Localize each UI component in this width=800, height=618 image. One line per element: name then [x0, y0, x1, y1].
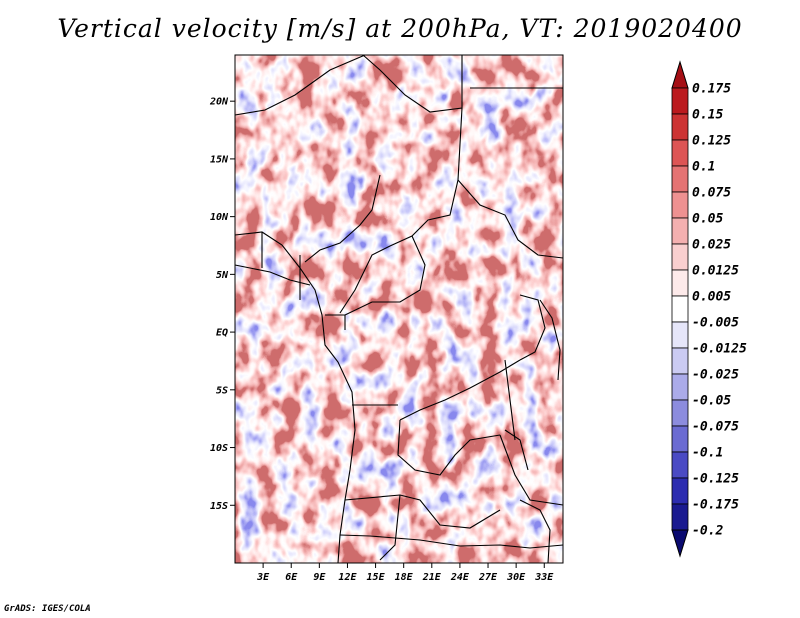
lon-tick-label: 27E [478, 572, 498, 583]
lon-tick-label: 12E [338, 572, 357, 583]
colorbar-swatch [671, 321, 689, 349]
colorbar-swatch [671, 87, 689, 115]
lat-tick-label: 15S [210, 501, 228, 512]
lon-tick-label: 33E [534, 572, 554, 583]
colorbar-label: 0.1 [692, 160, 715, 175]
chart-title: Vertical velocity [m/s] at 200hPa, VT: 2… [57, 14, 743, 43]
colorbar-swatch [671, 113, 689, 141]
lat-tick-label: 20N [209, 97, 229, 108]
plot-frame [234, 54, 564, 564]
grads-credit: GrADS: IGES/COLA [4, 604, 91, 614]
colorbar-swatch [671, 425, 689, 453]
lat-tick-label: 10N [210, 212, 229, 223]
lat-tick-label: 5N [216, 270, 229, 281]
colorbar-label: 0.175 [692, 82, 731, 97]
colorbar-swatch [671, 477, 689, 505]
colorbar-label: -0.025 [692, 368, 739, 383]
colorbar-swatch [671, 60, 689, 89]
lon-tick-label: 9E [313, 572, 326, 583]
velocity-field [235, 55, 563, 563]
colorbar-swatch [671, 217, 689, 245]
colorbar-label: -0.125 [692, 472, 739, 487]
colorbar-label: -0.0125 [692, 342, 747, 357]
lon-tick-label: 18E [395, 572, 414, 583]
colorbar-label: -0.05 [692, 394, 731, 409]
colorbar-label: -0.1 [692, 446, 723, 461]
colorbar: 0.175 0.15 0.125 0.1 0.075 0.05 0.025 0.0125 0.0… [671, 60, 747, 558]
colorbar-label: 0.125 [692, 134, 731, 149]
colorbar-swatch [671, 347, 689, 375]
lon-tick-label: 6E [285, 572, 298, 583]
colorbar-swatch [671, 399, 689, 427]
colorbar-swatch [671, 191, 689, 219]
lat-tick-label: 15N [210, 154, 229, 165]
colorbar-swatch [671, 529, 689, 558]
lon-tick-label: 21E [422, 572, 442, 583]
colorbar-label: -0.075 [692, 420, 739, 435]
colorbar-label: -0.2 [692, 524, 723, 539]
colorbar-swatch [671, 373, 689, 401]
colorbar-label: 0.0125 [692, 264, 739, 279]
colorbar-label: 0.025 [692, 238, 731, 253]
colorbar-label: -0.175 [692, 498, 739, 513]
map-borders [234, 54, 564, 564]
lon-tick-label: 15E [367, 572, 386, 583]
colorbar-label: 0.075 [692, 186, 731, 201]
colorbar-swatch [671, 243, 689, 271]
lon-tick-label: 30E [506, 572, 526, 583]
lat-tick-label: EQ [216, 328, 228, 339]
colorbar-swatch [671, 165, 689, 193]
colorbar-swatch [671, 139, 689, 167]
lon-tick-label: 24E [450, 572, 470, 583]
lat-tick-label: 5S [216, 385, 228, 396]
colorbar-swatch [671, 451, 689, 479]
lat-tick-label: 10S [210, 443, 228, 454]
colorbar-label: 0.05 [692, 212, 723, 227]
colorbar-label: 0.005 [692, 290, 731, 305]
lon-tick-label: 3E [256, 572, 270, 583]
axis-ticks: 3E 6E 9E 12E 15E 18E 21E 24E 27E 30E 33E 20N 15N 10N 5… [209, 97, 554, 583]
colorbar-swatch [671, 269, 689, 297]
colorbar-label: 0.15 [692, 108, 723, 123]
colorbar-swatch [671, 503, 689, 531]
colorbar-label: -0.005 [692, 316, 739, 331]
colorbar-swatch [671, 295, 689, 323]
